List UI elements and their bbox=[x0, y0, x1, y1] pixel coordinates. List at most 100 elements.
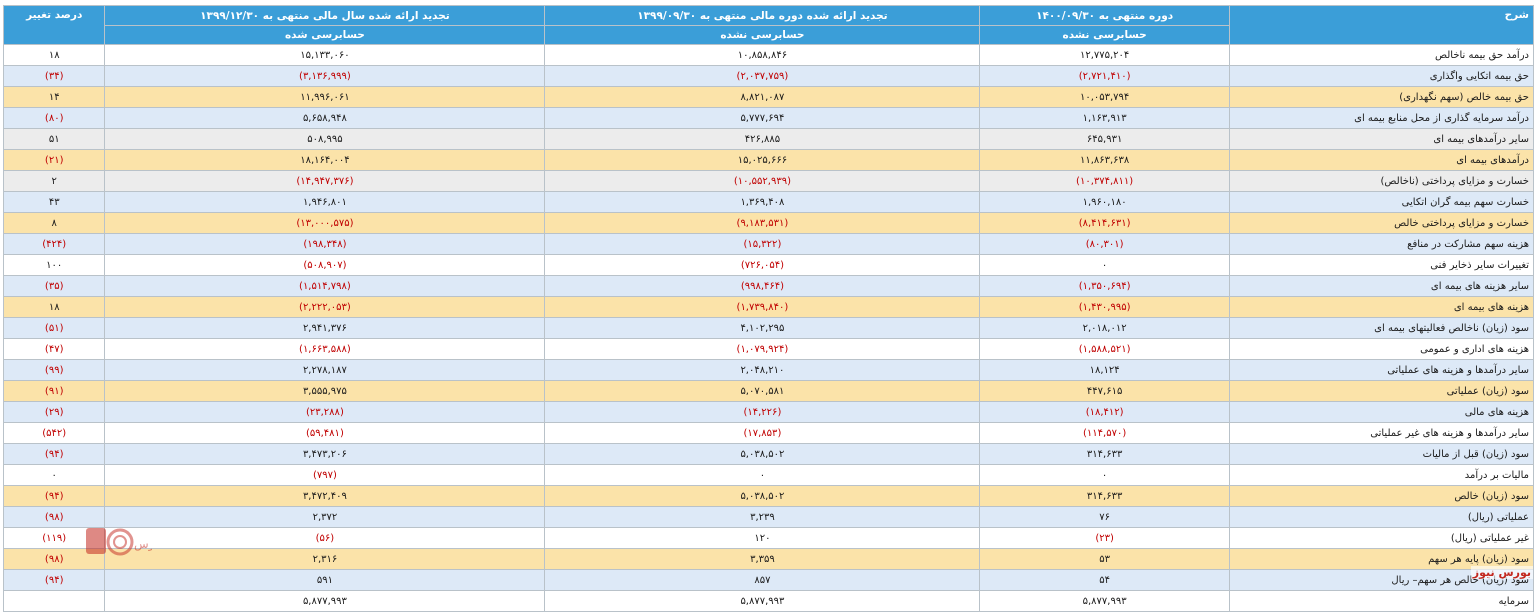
cell-prev-year: ۱۸,۱۶۴,۰۰۴ bbox=[104, 149, 546, 171]
cell-current-period: ۱۰,۰۵۳,۷۹۴ bbox=[979, 86, 1230, 108]
cell-prev-year: (۱۳,۰۰۰,۵۷۵) bbox=[104, 212, 546, 234]
cell-current-period: ۱,۹۶۰,۱۸۰ bbox=[979, 191, 1230, 213]
cell-prev-year: (۱,۵۱۴,۷۹۸) bbox=[104, 275, 546, 297]
table-row: هزینه های بیمه ای (۱,۴۳۰,۹۹۵) (۱,۷۳۹,۸۴۰)(… bbox=[2, 296, 1535, 318]
header-row: شرح دوره منتهی به ۱۴۰۰/۰۹/۳۰ تجدید ارائه… bbox=[2, 5, 1535, 45]
row-label: سود (زیان) قبل از مالیات bbox=[1228, 443, 1535, 465]
cell-current-period: (۱۱۴,۵۷۰) bbox=[979, 422, 1230, 444]
cell-prev-year: ۳,۴۷۳,۲۰۶ bbox=[104, 443, 546, 465]
cell-prev-year: ۱۵,۱۳۳,۰۶۰ bbox=[104, 44, 546, 66]
cell-current-period: ۱۸,۱۲۴ bbox=[979, 359, 1230, 381]
cell-prev-period: (۱۰,۵۵۲,۹۳۹) bbox=[544, 170, 981, 192]
table-row: سایر درآمدهای بیمه ای ۶۴۵,۹۳۱ ۴۲۶,۸۸۵ ۵۰۸,۹… bbox=[2, 128, 1535, 150]
row-label: تغییرات سایر ذخایر فنی bbox=[1228, 254, 1535, 276]
cell-prev-period: ۸,۸۲۱,۰۸۷ bbox=[544, 86, 981, 108]
cell-current-period: ۵۳ bbox=[979, 548, 1230, 570]
cell-percent-change: (۸۰) bbox=[2, 107, 106, 129]
cell-prev-year: ۲,۹۴۱,۳۷۶ bbox=[104, 317, 546, 339]
cell-prev-year: (۵۰۸,۹۰۷) bbox=[104, 254, 546, 276]
cell-current-period: (۱,۳۵۰,۶۹۴) bbox=[979, 275, 1230, 297]
cell-percent-change: (۹۸) bbox=[2, 506, 106, 528]
cell-prev-year: ۵,۶۵۸,۹۴۸ bbox=[104, 107, 546, 129]
cell-prev-period: ۵,۰۳۸,۵۰۲ bbox=[544, 485, 981, 507]
cell-prev-year: ۵۰۸,۹۹۵ bbox=[104, 128, 546, 150]
header-percent-change: درصد تغییر bbox=[2, 5, 106, 45]
table-row: غیر عملیاتی (ریال) (۲۳) ۱۲۰ (۵۶) (۱۱۹) bbox=[2, 527, 1535, 549]
table-row: حق بیمه خالص (سهم نگهداری) ۱۰,۰۵۳,۷۹۴ ۸,۸۲… bbox=[2, 86, 1535, 108]
cell-prev-period: ۵,۰۳۸,۵۰۲ bbox=[544, 443, 981, 465]
row-label: خسارت و مزایای پرداختی (ناخالص) bbox=[1228, 170, 1535, 192]
table-row: خسارت و مزایای پرداختی خالص (۸,۴۱۴,۶۳۱) (۹… bbox=[2, 212, 1535, 234]
cell-prev-period: ۱,۳۶۹,۴۰۸ bbox=[544, 191, 981, 213]
table-row: درآمد سرمایه گذاری از محل منابع بیمه ای ۱… bbox=[2, 107, 1535, 129]
cell-current-period: ۰ bbox=[979, 464, 1230, 486]
cell-prev-period: ۱۰,۸۵۸,۸۴۶ bbox=[544, 44, 981, 66]
table-row: سود (زیان) عملیاتی ۴۴۷,۶۱۵ ۵,۰۷۰,۵۸۱ ۳,۵۵۵,… bbox=[2, 380, 1535, 402]
cell-prev-year: (۳,۱۳۶,۹۹۹) bbox=[104, 65, 546, 87]
header-prev-year: تجدید ارائه شده سال مالی منتهی به ۱۳۹۹/۱… bbox=[104, 5, 546, 26]
cell-current-period: ۱,۱۶۳,۹۱۳ bbox=[979, 107, 1230, 129]
cell-prev-year: ۲,۲۷۸,۱۸۷ bbox=[104, 359, 546, 381]
cell-prev-year: (۲,۲۲۲,۰۵۳) bbox=[104, 296, 546, 318]
cell-percent-change: ۰ bbox=[2, 464, 106, 486]
cell-prev-period: (۱,۰۷۹,۹۲۴) bbox=[544, 338, 981, 360]
cell-current-period: (۱,۵۸۸,۵۲۱) bbox=[979, 338, 1230, 360]
cell-prev-year: (۱۴,۹۴۷,۳۷۶) bbox=[104, 170, 546, 192]
cell-prev-year: (۱,۶۶۳,۵۸۸) bbox=[104, 338, 546, 360]
cell-prev-year: ۲,۳۷۲ bbox=[104, 506, 546, 528]
cell-percent-change: ۱۸ bbox=[2, 44, 106, 66]
cell-prev-period: ۱۵,۰۲۵,۶۶۶ bbox=[544, 149, 981, 171]
cell-percent-change: (۵۱) bbox=[2, 317, 106, 339]
cell-prev-period: ۵,۰۷۰,۵۸۱ bbox=[544, 380, 981, 402]
cell-percent-change: (۳۵) bbox=[2, 275, 106, 297]
cell-current-period: ۶۴۵,۹۳۱ bbox=[979, 128, 1230, 150]
financial-table-container: شرح دوره منتهی به ۱۴۰۰/۰۹/۳۰ تجدید ارائه… bbox=[2, 5, 1535, 612]
table-row: سود (زیان) خالص هر سهم– ریال ۵۴ ۸۵۷ ۵۹۱ (۹۴) bbox=[2, 569, 1535, 591]
table-row: عملیاتی (ریال) ۷۶ ۳,۲۳۹ ۲,۳۷۲ (۹۸) bbox=[2, 506, 1535, 528]
cell-prev-period: ۳,۳۵۹ bbox=[544, 548, 981, 570]
table-row: خسارت سهم بیمه گران اتکایی ۱,۹۶۰,۱۸۰ ۱,۳۶۹… bbox=[2, 191, 1535, 213]
cell-percent-change: (۹۸) bbox=[2, 548, 106, 570]
table-row: سرمایه ۵,۸۷۷,۹۹۳ ۵,۸۷۷,۹۹۳ ۵,۸۷۷,۹۹۳ bbox=[2, 590, 1535, 612]
row-label: درآمد حق بیمه ناخالص bbox=[1228, 44, 1535, 66]
cell-percent-change: (۹۱) bbox=[2, 380, 106, 402]
table-row: تغییرات سایر ذخایر فنی ۰ (۷۲۶,۰۵۴) (۵۰۸,۹۰۷… bbox=[2, 254, 1535, 276]
cell-prev-year: ۱,۹۴۶,۸۰۱ bbox=[104, 191, 546, 213]
cell-percent-change: ۲ bbox=[2, 170, 106, 192]
row-label: حق بیمه اتکایی واگذاری bbox=[1228, 65, 1535, 87]
table-row: سود (زیان) ناخالص فعالیتهای بیمه ای ۲,۰۱۸… bbox=[2, 317, 1535, 339]
row-label: سایر درآمدهای بیمه ای bbox=[1228, 128, 1535, 150]
watermark-text: بورس نیوز bbox=[1470, 566, 1533, 579]
cell-prev-year: ۳,۴۷۲,۴۰۹ bbox=[104, 485, 546, 507]
table-row: سود (زیان) قبل از مالیات ۳۱۴,۶۳۳ ۵,۰۳۸,۵۰۲… bbox=[2, 443, 1535, 465]
cell-prev-period: (۹۹۸,۴۶۴) bbox=[544, 275, 981, 297]
cell-prev-period: ۴,۱۰۲,۲۹۵ bbox=[544, 317, 981, 339]
cell-percent-change: (۳۴) bbox=[2, 65, 106, 87]
cell-current-period: ۲,۰۱۸,۰۱۲ bbox=[979, 317, 1230, 339]
row-label: حق بیمه خالص (سهم نگهداری) bbox=[1228, 86, 1535, 108]
cell-current-period: ۱۱,۸۶۳,۶۳۸ bbox=[979, 149, 1230, 171]
cell-prev-period: ۳,۲۳۹ bbox=[544, 506, 981, 528]
cell-percent-change: (۹۴) bbox=[2, 443, 106, 465]
cell-current-period: (۲۳) bbox=[979, 527, 1230, 549]
row-label: درآمدهای بیمه ای bbox=[1228, 149, 1535, 171]
cell-prev-period: (۲,۰۳۷,۷۵۹) bbox=[544, 65, 981, 87]
cell-prev-period: (۹,۱۸۳,۵۳۱) bbox=[544, 212, 981, 234]
cell-percent-change: ۵۱ bbox=[2, 128, 106, 150]
cell-percent-change: ۱۴ bbox=[2, 86, 106, 108]
cell-prev-period: (۱۷,۸۵۳) bbox=[544, 422, 981, 444]
cell-prev-year: (۵۶) bbox=[104, 527, 546, 549]
cell-prev-year: (۵۹,۴۸۱) bbox=[104, 422, 546, 444]
cell-percent-change: (۲۱) bbox=[2, 149, 106, 171]
table-row: درآمد حق بیمه ناخالص ۱۲,۷۷۵,۲۰۴ ۱۰,۸۵۸,۸۴۶… bbox=[2, 44, 1535, 66]
row-label: سود (زیان) ناخالص فعالیتهای بیمه ای bbox=[1228, 317, 1535, 339]
header-current-period: دوره منتهی به ۱۴۰۰/۰۹/۳۰ bbox=[979, 5, 1230, 26]
cell-prev-year: ۵,۸۷۷,۹۹۳ bbox=[104, 590, 546, 612]
table-row: حق بیمه اتکایی واگذاری (۲,۷۲۱,۴۱۰) (۲,۰۳۷,… bbox=[2, 65, 1535, 87]
cell-prev-period: ۲,۰۴۸,۲۱۰ bbox=[544, 359, 981, 381]
row-label: غیر عملیاتی (ریال) bbox=[1228, 527, 1535, 549]
table-row: درآمدهای بیمه ای ۱۱,۸۶۳,۶۳۸ ۱۵,۰۲۵,۶۶۶ ۱۸,۱… bbox=[2, 149, 1535, 171]
row-label: سایر درآمدها و هزینه های عملیاتی bbox=[1228, 359, 1535, 381]
cell-current-period: ۱۲,۷۷۵,۲۰۴ bbox=[979, 44, 1230, 66]
cell-percent-change: (۹۴) bbox=[2, 485, 106, 507]
